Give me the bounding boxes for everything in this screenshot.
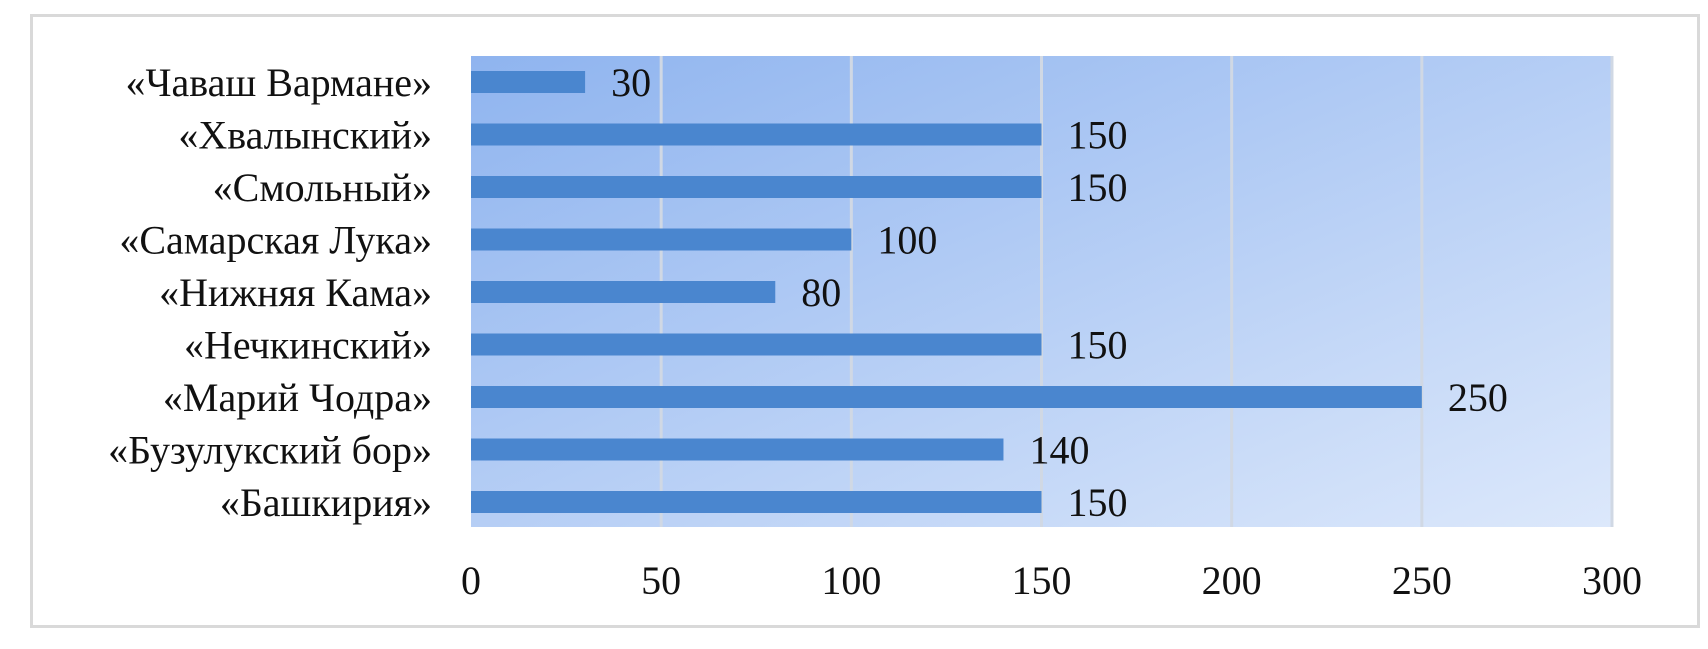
category-labels: «Чаваш Вармане» «Хвалынский» «Смольный» «Са… — [108, 60, 432, 525]
value-labels: 30 150 150 100 80 150 250 140 150 — [611, 60, 1508, 525]
x-tick-label: 100 — [821, 558, 881, 603]
bar — [471, 228, 852, 251]
x-tick-label: 0 — [461, 558, 481, 603]
x-tick-label: 150 — [1012, 558, 1072, 603]
category-label: «Марий Чодра» — [163, 375, 432, 420]
bar — [471, 491, 1042, 513]
category-label: «Самарская Лука» — [119, 218, 432, 263]
data-label: 100 — [877, 218, 937, 263]
bar — [471, 281, 776, 303]
bars — [471, 71, 1422, 513]
category-label: «Хвалынский» — [178, 113, 432, 158]
data-label: 150 — [1068, 113, 1128, 158]
category-label: «Нижняя Кама» — [159, 270, 432, 315]
data-label: 150 — [1068, 480, 1128, 525]
bar — [471, 71, 586, 93]
bar — [471, 123, 1042, 146]
data-label: 140 — [1029, 428, 1089, 473]
data-label: 250 — [1448, 375, 1508, 420]
category-label: «Башкирия» — [220, 480, 432, 525]
x-tick-label: 200 — [1202, 558, 1262, 603]
x-tick-label: 50 — [641, 558, 681, 603]
category-label: «Бузулукский бор» — [108, 428, 432, 473]
category-label: «Смольный» — [213, 165, 432, 210]
bar — [471, 333, 1042, 356]
bar — [471, 386, 1422, 408]
x-tick-label: 250 — [1392, 558, 1452, 603]
data-label: 30 — [611, 60, 651, 105]
data-label: 150 — [1068, 323, 1128, 368]
category-label: «Чаваш Вармане» — [126, 60, 432, 105]
data-label: 80 — [801, 270, 841, 315]
x-tick-labels: 0 50 100 150 200 250 300 — [461, 558, 1642, 603]
bar — [471, 438, 1004, 461]
data-label: 150 — [1068, 165, 1128, 210]
category-label: «Нечкинский» — [184, 323, 432, 368]
x-tick-label: 300 — [1582, 558, 1642, 603]
bar — [471, 176, 1042, 198]
